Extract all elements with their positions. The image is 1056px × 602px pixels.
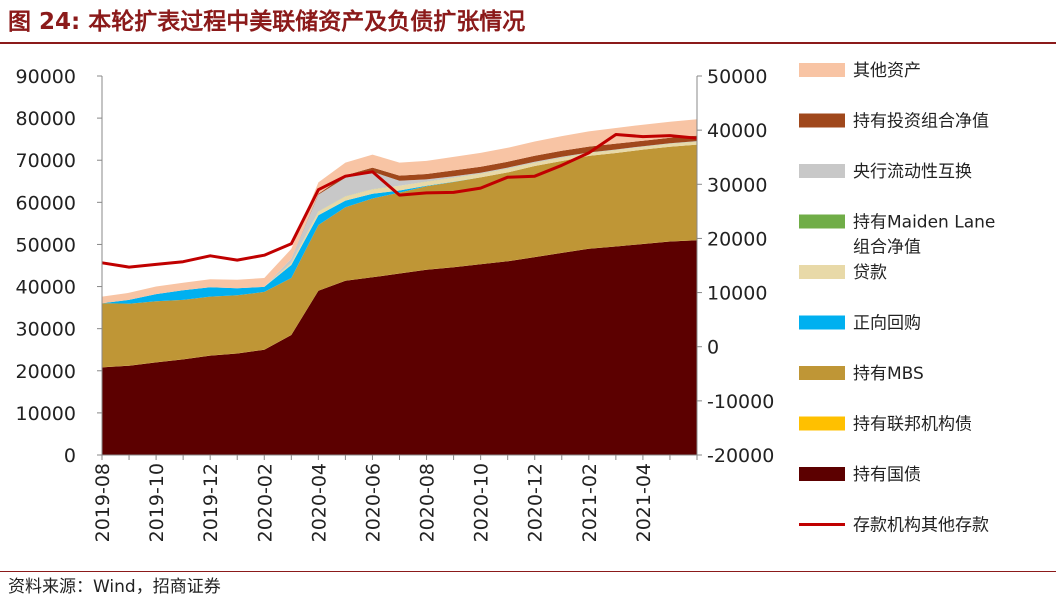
legend-label-line2: 组合净值 (853, 238, 921, 258)
x-tick-label: 2020-10 (471, 463, 493, 542)
x-tick-label: 2020-08 (417, 463, 439, 542)
legend-label: 央行流动性互换 (853, 162, 972, 182)
figure-title: 图 24: 本轮扩表过程中美联储资产及负债扩张情况 (8, 9, 526, 35)
right-tick-label: 10000 (707, 283, 767, 305)
legend-swatch (799, 315, 845, 330)
legend-item: 央行流动性互换 (799, 162, 972, 182)
x-tick-label: 2019-12 (200, 463, 222, 542)
legend-label: 持有Maiden Lane (853, 213, 995, 233)
legend-swatch (799, 164, 845, 178)
legend-item: 正向回购 (799, 314, 921, 334)
left-tick-label: 60000 (16, 192, 76, 214)
footer-divider (0, 571, 1056, 572)
legend-item: 持有MBS (799, 364, 924, 384)
legend-label: 持有MBS (853, 364, 924, 384)
legend-swatch (799, 214, 845, 229)
legend-swatch (799, 366, 845, 380)
left-tick-label: 50000 (16, 234, 76, 256)
legend-label: 持有投资组合净值 (853, 112, 989, 132)
right-tick-label: -10000 (707, 391, 774, 413)
right-tick-label: 30000 (707, 174, 767, 196)
legend-label: 其他资产 (853, 61, 921, 81)
legend-swatch (799, 265, 845, 279)
area-layers (102, 119, 697, 455)
left-tick-label: 0 (64, 445, 76, 467)
legend-swatch (799, 467, 845, 481)
legend-swatch (799, 113, 845, 128)
title-divider (0, 42, 1056, 44)
legend-label: 持有联邦机构债 (853, 415, 972, 435)
x-tick-label: 2020-12 (525, 463, 547, 542)
x-tick-label: 2020-06 (362, 463, 384, 542)
right-tick-label: 20000 (707, 228, 767, 250)
x-tick-label: 2019-10 (146, 463, 168, 542)
right-tick-label: 0 (707, 337, 719, 359)
legend-swatch (799, 416, 845, 431)
deposits-line-layer (101, 133, 698, 269)
right-tick-label: 40000 (707, 120, 767, 142)
legend-label: 存款机构其他存款 (853, 516, 989, 536)
left-tick-label: 10000 (16, 403, 76, 425)
legend-item: 持有Maiden Lane 组合净值 (799, 213, 995, 258)
source-note: 资料来源：Wind，招商证券 (8, 577, 221, 597)
left-tick-label: 80000 (16, 108, 76, 130)
legend-label: 持有国债 (853, 465, 921, 485)
area-series-2 (102, 144, 697, 368)
right-tick-label: 50000 (707, 66, 767, 88)
legend-swatch (799, 63, 845, 77)
legend-label: 贷款 (853, 263, 887, 283)
legend-item: 贷款 (799, 263, 887, 283)
legend-label: 正向回购 (853, 314, 921, 334)
right-tick-label: -20000 (707, 445, 774, 467)
left-tick-label: 70000 (16, 150, 76, 172)
x-tick-label: 2020-02 (254, 463, 276, 542)
area-series-0 (102, 240, 697, 455)
legend-item: 持有国债 (799, 465, 921, 485)
left-tick-label: 30000 (16, 319, 76, 341)
left-tick-label: 90000 (16, 66, 76, 88)
legend-item: 持有联邦机构债 (799, 415, 972, 435)
left-tick-label: 40000 (16, 277, 76, 299)
x-tick-label: 2021-02 (579, 463, 601, 542)
left-tick-label: 20000 (16, 361, 76, 383)
line-series-deposits (101, 133, 698, 269)
x-tick-label: 2020-04 (308, 463, 330, 542)
legend-item: 持有投资组合净值 (799, 112, 989, 132)
x-tick-label: 2021-04 (633, 463, 655, 542)
axes: 0 10000 20000 30000 40000 50000 60000 70000 8000… (16, 66, 775, 542)
x-tick-label: 2019-08 (92, 463, 114, 542)
legend-item: 其他资产 (799, 61, 921, 81)
legend-item: 存款机构其他存款 (799, 516, 989, 536)
